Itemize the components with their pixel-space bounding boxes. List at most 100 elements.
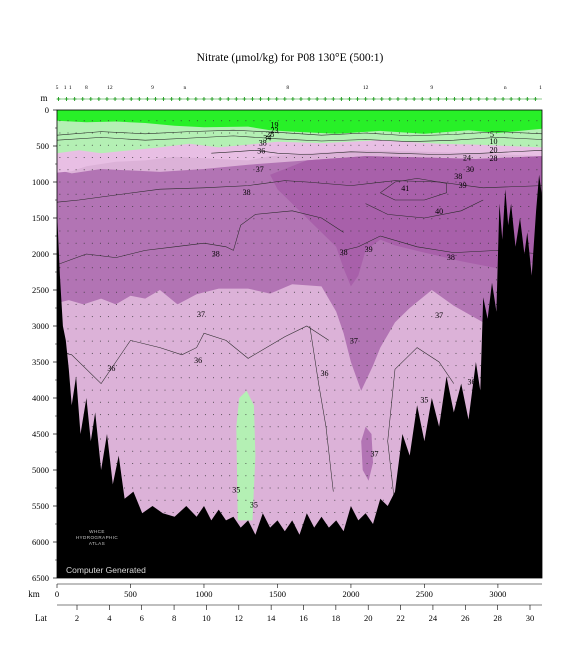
sample-dot-974 <box>277 463 279 464</box>
sample-dot-80 <box>75 230 77 232</box>
sample-dot-1095 <box>310 230 311 232</box>
sample-dot-1290 <box>350 475 352 477</box>
sample-dot-1595 <box>423 352 425 354</box>
sample-dot-495 <box>172 169 174 171</box>
sample-dot-12 <box>59 254 61 256</box>
sample-dot-1262 <box>350 132 352 134</box>
sample-dot-1235 <box>342 230 344 232</box>
sample-dot-859 <box>253 340 255 342</box>
sample-dot-1543 <box>415 144 417 146</box>
sample-dot-271 <box>116 426 117 428</box>
sample-dot-1551 <box>415 242 417 244</box>
sample-dot-1097 <box>310 254 311 256</box>
sample-dot-1334 <box>366 157 368 158</box>
sample-dot-1217 <box>334 438 336 440</box>
sample-dot-1448 <box>390 267 392 269</box>
sample-dot-1689 <box>447 218 449 220</box>
sample-dot-49 <box>67 279 69 281</box>
sample-dot-497 <box>172 193 174 195</box>
sample-dot-194 <box>99 340 101 342</box>
sample-dot-516 <box>172 426 174 428</box>
sample-dot-1728 <box>455 267 457 269</box>
sample-dot-1515 <box>407 230 408 232</box>
sample-dot-1930 <box>504 169 505 171</box>
sample-dot-1763 <box>463 267 465 269</box>
sample-dot-1158 <box>326 144 328 146</box>
sample-dot-876 <box>261 120 263 122</box>
sample-dot-269 <box>116 401 117 403</box>
sample-dot-1799 <box>471 279 473 281</box>
sample-dot-252 <box>116 193 117 195</box>
sample-dot-4 <box>59 157 61 158</box>
sample-dot-399 <box>148 279 150 281</box>
sample-dot-1100 <box>310 291 311 293</box>
sample-dot-1928 <box>504 144 505 146</box>
sample-dot-817 <box>245 254 247 256</box>
sample-dot-308 <box>124 450 126 452</box>
sample-dot-1697 <box>447 316 449 318</box>
sample-dot-1298 <box>358 144 360 146</box>
sample-dot-706 <box>221 181 223 183</box>
sample-dot-1033 <box>293 328 295 330</box>
sample-dot-1425 <box>382 414 384 416</box>
sample-dot-855 <box>253 291 255 293</box>
sample-dot-108 <box>83 144 85 146</box>
sample-dot-858 <box>253 328 255 330</box>
sample-dot-1027 <box>293 254 295 256</box>
sample-dot-1656 <box>439 242 441 244</box>
sample-dot-1087 <box>310 132 311 134</box>
sample-dot-217 <box>107 193 109 195</box>
sample-dot-403 <box>148 328 150 330</box>
sample-dot-1385 <box>374 352 376 354</box>
contour-line-4 <box>380 178 447 201</box>
sample-dot-8 <box>59 206 61 207</box>
sample-dot-236 <box>107 426 109 428</box>
sample-dot-1628 <box>431 328 433 330</box>
sample-dot-521 <box>172 487 174 489</box>
sample-dot-1444 <box>390 218 392 220</box>
sample-dot-505 <box>172 291 174 293</box>
sample-dot-989 <box>285 218 287 220</box>
sample-dot-1241 <box>342 303 344 305</box>
sample-dot-918 <box>269 206 271 207</box>
sample-dot-827 <box>245 377 247 379</box>
sample-dot-2068 <box>536 144 538 146</box>
sample-dot-117 <box>83 254 85 256</box>
sample-dot-1272 <box>350 254 352 256</box>
sample-dot-1259 <box>342 524 344 526</box>
sample-dot-1105 <box>310 352 311 354</box>
sample-dot-767 <box>229 499 231 501</box>
sample-dot-676 <box>213 242 214 244</box>
sample-dot-264 <box>116 340 117 342</box>
contour-label-21: 38 <box>447 253 455 262</box>
sample-dot-936 <box>269 426 271 428</box>
sample-dot-36 <box>67 120 69 122</box>
sample-dot-1613 <box>431 144 433 146</box>
sample-dot-1531 <box>407 426 408 428</box>
contour-line-11 <box>387 347 455 507</box>
sample-dot-1237 <box>342 254 344 256</box>
contour-label-30: 3 <box>61 369 65 378</box>
sample-dot-1156 <box>326 120 328 122</box>
sample-dot-1625 <box>431 291 433 293</box>
sample-dot-788 <box>237 328 239 330</box>
sample-dot-164 <box>91 401 93 403</box>
watermark-line-2: HYDROGRAPHIC <box>75 535 119 540</box>
y-tick-label-4000: 4000 <box>32 393 49 403</box>
sample-dot-794 <box>237 401 239 403</box>
sample-dot-642 <box>204 254 206 256</box>
sample-dot-1084 <box>301 524 303 526</box>
sample-dot-852 <box>253 254 255 256</box>
sample-dot-1131 <box>318 242 320 244</box>
sample-dot-432 <box>156 254 158 256</box>
sample-dot-159 <box>91 340 93 342</box>
sample-dot-1081 <box>301 487 303 489</box>
sample-dot-148 <box>91 206 93 207</box>
sample-dot-1421 <box>382 365 384 367</box>
km-tick-label-0: 0 <box>55 589 59 599</box>
sample-dot-1633 <box>431 389 433 391</box>
sample-dot-937 <box>269 438 271 440</box>
sample-dot-1319 <box>358 401 360 403</box>
sample-dot-1160 <box>326 169 328 171</box>
